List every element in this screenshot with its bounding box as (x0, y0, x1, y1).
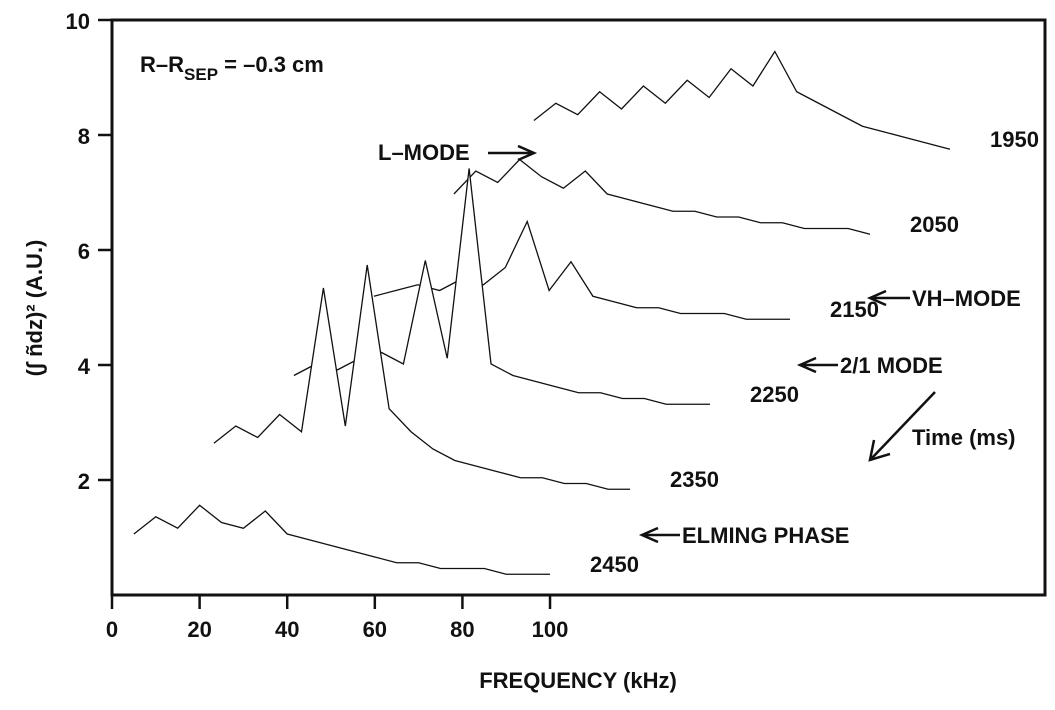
x-tick-label: 0 (106, 617, 118, 642)
annotation-sub: SEP (184, 65, 218, 84)
arrow (638, 526, 680, 544)
y-tick-label: 10 (66, 9, 90, 34)
mode-label: 2/1 MODE (840, 353, 943, 378)
time-label: Time (ms) (912, 425, 1016, 450)
trace (533, 50, 951, 150)
trace-backing (533, 51, 951, 155)
time-arrow (868, 391, 936, 462)
annotation-base: R–R (140, 52, 184, 77)
series-label: 2250 (750, 382, 799, 407)
series-label: 2450 (590, 552, 639, 577)
trace-backing (453, 159, 871, 240)
series-label: 2150 (830, 297, 879, 322)
y-tick-label: 4 (78, 354, 91, 379)
annotation: R–RSEP = –0.3 cm (140, 52, 324, 84)
x-tick-label: 60 (363, 617, 387, 642)
trace (453, 158, 871, 235)
y-tick-label: 8 (78, 124, 90, 149)
series-label: 1950 (990, 127, 1039, 152)
arrow (796, 356, 838, 374)
series-label: 2350 (670, 467, 719, 492)
x-tick-label: 80 (450, 617, 474, 642)
trace (213, 264, 631, 490)
x-tick-label: 40 (275, 617, 299, 642)
trace-backing (213, 265, 631, 495)
y-axis-label: (∫ ñdz)² (A.U.) (22, 240, 47, 377)
trace (133, 504, 551, 575)
mode-label: ELMING PHASE (682, 523, 849, 548)
mode-label: VH–MODE (912, 286, 1021, 311)
y-tick-label: 2 (78, 469, 90, 494)
x-tick-label: 100 (532, 617, 569, 642)
annotation-rest: = –0.3 cm (218, 52, 324, 77)
trace (373, 219, 791, 320)
trace-backing (133, 505, 551, 580)
arrow (488, 144, 538, 162)
series-label: 2050 (910, 212, 959, 237)
plot-frame (110, 18, 1047, 597)
y-tick-label: 6 (78, 239, 90, 264)
x-axis-label: FREQUENCY (kHz) (479, 668, 677, 693)
mode-label: L–MODE (378, 140, 470, 165)
x-tick-label: 20 (187, 617, 211, 642)
traces (133, 50, 951, 580)
arrow (866, 289, 910, 307)
